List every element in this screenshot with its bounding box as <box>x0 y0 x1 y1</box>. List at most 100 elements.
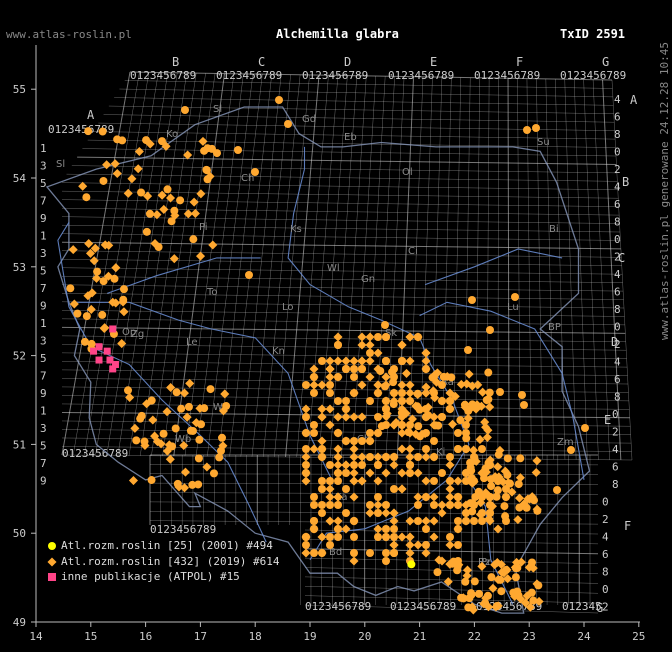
occurrence-point <box>326 541 334 549</box>
region-label: Ko <box>166 129 178 140</box>
occurrence-point <box>389 516 399 526</box>
occurrence-point <box>374 413 382 421</box>
y-tick-label: 53 <box>13 261 26 274</box>
occurrence-point <box>350 437 358 445</box>
occurrence-point <box>514 493 525 503</box>
occurrence-point <box>326 389 334 397</box>
grid-digit-col: 3 <box>40 247 47 260</box>
grid-line <box>517 78 521 460</box>
occurrence-point <box>366 429 374 437</box>
occurrence-point <box>69 299 79 309</box>
occurrence-point <box>325 484 335 494</box>
occurrence-point <box>181 106 189 114</box>
occurrence-point <box>147 476 156 485</box>
occurrence-point <box>366 349 374 357</box>
occurrence-point <box>502 565 512 575</box>
grid-line <box>61 182 618 191</box>
occurrence-point <box>127 174 137 184</box>
grid-digit-col: 4 <box>614 93 621 106</box>
grid-line <box>304 567 599 574</box>
occurrence-point <box>430 501 438 509</box>
occurrence-point <box>486 509 494 517</box>
occurrence-point <box>388 368 397 377</box>
occurrence-point <box>333 468 343 478</box>
occurrence-point <box>184 402 193 411</box>
occurrence-point <box>532 124 540 132</box>
pink-square-icon <box>48 573 56 581</box>
occurrence-point <box>496 559 506 570</box>
occurrence-point <box>454 493 462 501</box>
occurrence-point <box>302 381 310 389</box>
occurrence-point <box>137 188 146 197</box>
grid-line <box>92 131 616 140</box>
occurrence-point <box>195 403 205 413</box>
occurrence-point <box>447 373 456 382</box>
grid-letter-right: B <box>622 175 629 189</box>
occurrence-point <box>461 577 470 586</box>
occurrence-point <box>87 339 96 348</box>
occurrence-point <box>530 496 539 505</box>
occurrence-point <box>110 159 120 169</box>
occurrence-point <box>326 461 334 469</box>
occurrence-point <box>145 139 155 149</box>
grid-letter-right: D <box>611 335 618 349</box>
occurrence-point <box>428 373 437 382</box>
occurrence-point <box>374 389 382 397</box>
occurrence-point <box>525 602 535 612</box>
river-line <box>424 248 563 286</box>
occurrence-point <box>310 517 318 525</box>
occurrence-point <box>529 596 538 605</box>
occurrence-point <box>515 503 524 512</box>
occurrence-point <box>179 388 189 398</box>
grid-letter-top: D <box>344 55 351 69</box>
grid-line <box>106 72 169 456</box>
grid-line <box>475 77 480 459</box>
grid-line <box>61 344 627 351</box>
occurrence-point <box>194 480 203 489</box>
occurrence-point <box>89 256 99 266</box>
occurrence-point <box>464 603 473 612</box>
occurrence-point <box>111 298 121 308</box>
grid-line <box>285 75 320 458</box>
occurrence-point <box>333 524 343 534</box>
region-label: Zg <box>131 329 144 340</box>
occurrence-point <box>430 453 438 461</box>
occurrence-point <box>373 524 383 534</box>
occurrence-point <box>405 532 415 542</box>
occurrence-point <box>390 549 398 557</box>
atpol-record <box>111 360 119 368</box>
occurrence-point <box>518 391 526 399</box>
occurrence-point <box>93 267 102 276</box>
occurrence-point <box>406 397 414 405</box>
grid-letter-top: F <box>516 55 523 69</box>
occurrence-point <box>349 468 359 478</box>
occurrence-point <box>349 412 359 422</box>
grid-line <box>304 586 599 594</box>
occurrence-point <box>374 509 382 517</box>
grid-line <box>61 284 624 292</box>
grid-letter-right: A <box>630 93 638 107</box>
occurrence-point <box>429 532 439 542</box>
orange-diamond-icon <box>47 557 57 567</box>
occurrence-point <box>366 501 374 509</box>
grid-digit-col: 7 <box>40 370 47 383</box>
occurrence-point <box>365 508 375 518</box>
occurrence-point <box>405 516 415 526</box>
occurrence-point <box>341 460 351 470</box>
grid-digit-row: 0123456789 <box>388 69 454 82</box>
atlas-2001-record <box>407 560 416 569</box>
occurrence-point <box>461 444 471 454</box>
occurrence-point <box>80 337 89 346</box>
grid-digit-col: 7 <box>40 195 47 208</box>
occurrence-point <box>438 413 446 421</box>
region-label: Ch <box>241 173 254 184</box>
occurrence-point <box>424 411 433 420</box>
grid-line <box>84 72 150 456</box>
occurrence-point <box>484 395 493 404</box>
occurrence-point <box>487 573 496 582</box>
occurrence-point <box>382 525 390 533</box>
occurrence-point <box>156 439 166 449</box>
site-url[interactable]: www.atlas-roslin.pl <box>6 28 132 41</box>
occurrence-point <box>190 208 200 218</box>
occurrence-point <box>445 500 455 510</box>
